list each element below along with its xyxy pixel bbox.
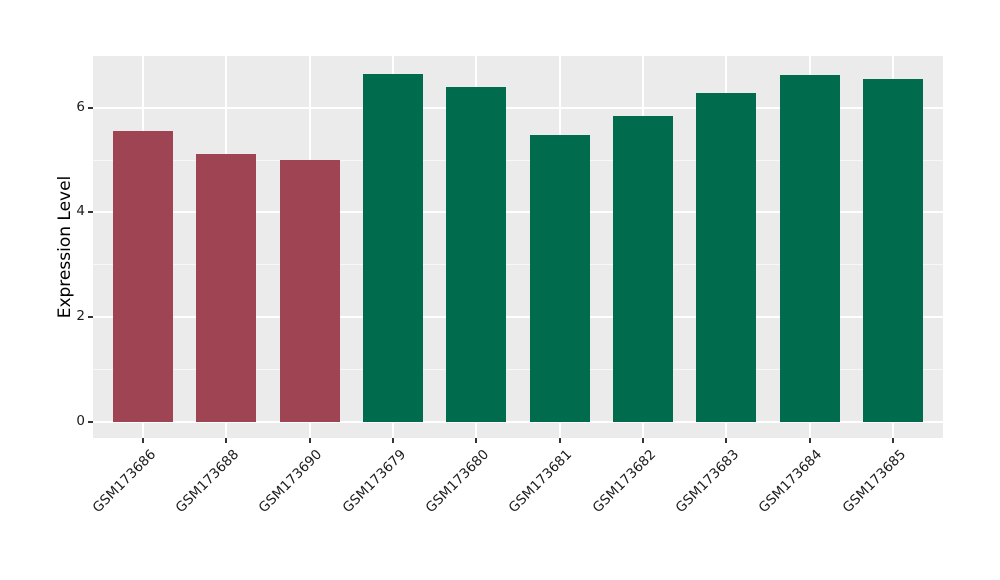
x-tick-label-text: GSM173682 [589,446,659,517]
x-tick-mark [808,438,811,443]
plot-panel [93,56,943,438]
major-gridline [93,106,943,109]
minor-gridline [93,264,943,266]
bar [196,153,257,422]
x-tick-mark [725,438,728,443]
x-tick-mark [642,438,644,443]
x-tick-mark [475,438,478,443]
x-tick-label-text: GSM173688 [172,446,243,517]
x-tick-mark [308,438,311,443]
y-tick-label: 0 [76,412,85,429]
major-gridline [93,211,943,214]
x-tick-mark [142,438,144,443]
y-tick-label: 2 [76,308,85,325]
y-tick-mark [88,420,93,423]
bar [363,73,423,422]
x-tick-label-text: GSM173680 [422,446,493,517]
major-gridline [93,420,943,423]
major-gridline [93,316,943,319]
y-tick-mark [88,106,93,109]
bar [696,93,757,422]
y-tick-mark [88,211,93,214]
x-tick-label-text: GSM173685 [839,446,909,517]
x-tick-mark [225,438,228,443]
bar [863,78,923,422]
x-tick-mark [892,438,894,443]
bar [113,131,173,422]
y-tick-label: 6 [76,98,85,115]
x-tick-label-text: GSM173686 [89,446,159,517]
bar [279,160,340,422]
x-tick-label-text: GSM173681 [506,446,576,517]
y-axis-title: Expression Level [55,175,75,319]
bar [446,86,507,422]
x-tick-mark [392,438,394,443]
minor-gridline [93,368,943,370]
y-tick-label: 4 [76,203,85,220]
minor-gridline [93,159,943,161]
y-tick-mark [88,316,93,319]
x-tick-label-text: GSM173684 [756,446,826,517]
bar [779,75,840,422]
bar [529,135,590,422]
bar [613,115,673,422]
x-tick-label-text: GSM173679 [339,446,409,517]
x-tick-mark [558,438,561,443]
x-tick-label-text: GSM173690 [256,446,326,517]
x-tick-label-text: GSM173683 [672,446,743,517]
